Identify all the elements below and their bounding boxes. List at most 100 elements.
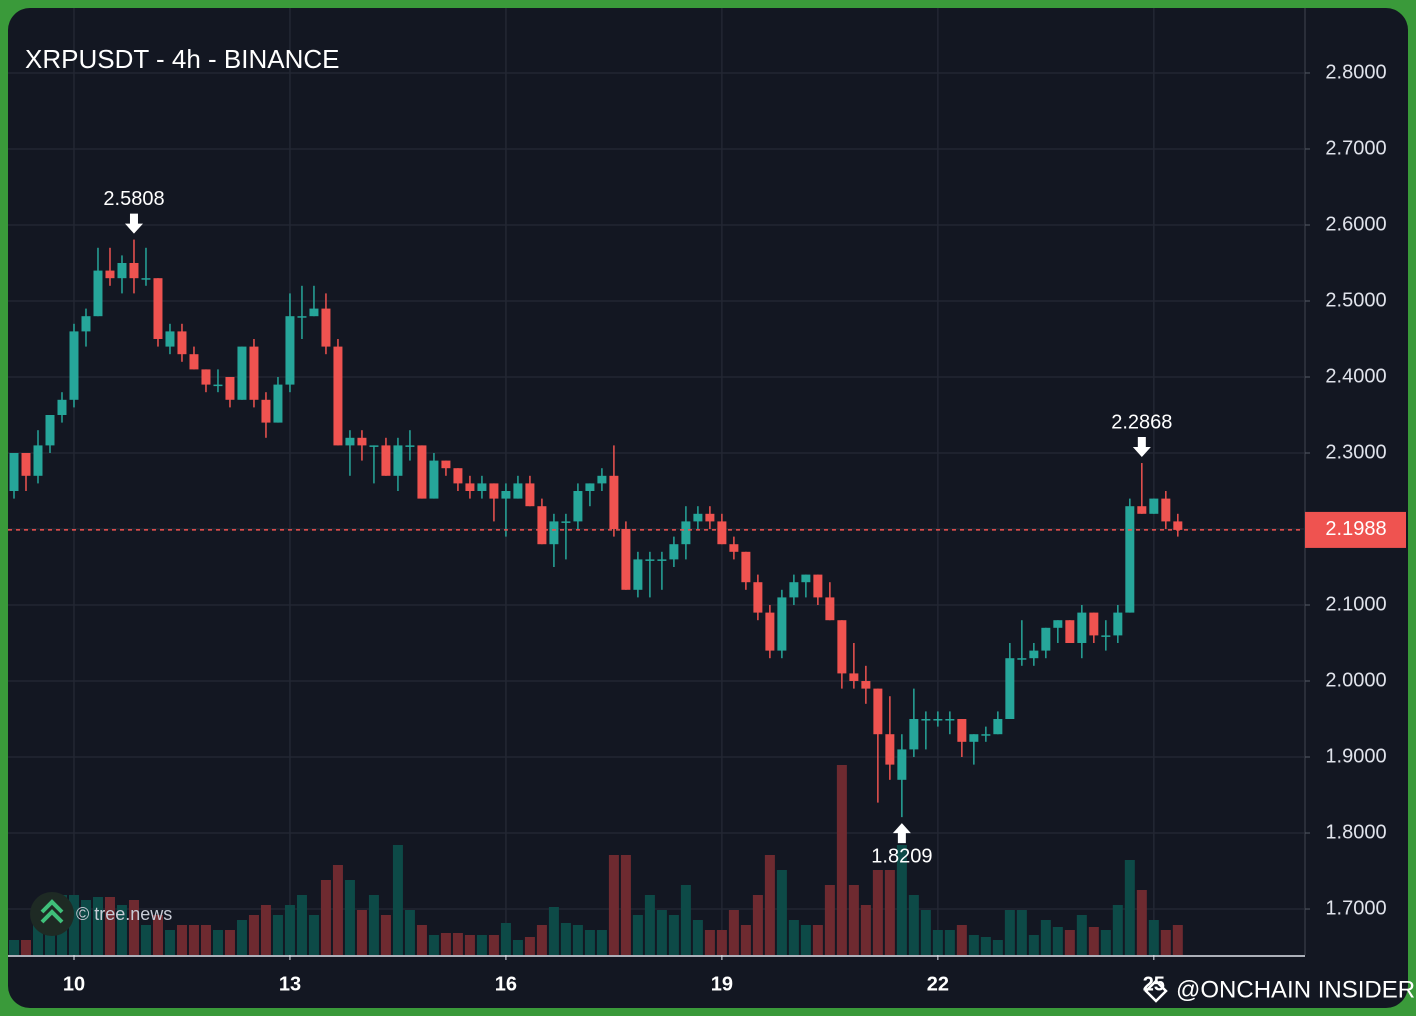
volume-bar	[428, 935, 439, 955]
volume-bar	[272, 915, 283, 955]
candle-body	[249, 346, 259, 400]
volume-bar	[788, 920, 799, 955]
volume-bar	[416, 925, 427, 955]
y-tick-label: 2.1000	[1325, 593, 1386, 615]
candle-body	[165, 331, 175, 347]
volume-bar	[668, 915, 679, 955]
volume-bar	[632, 915, 643, 955]
candle-body	[477, 483, 487, 492]
candle-body	[465, 483, 475, 492]
x-tick-label: 13	[279, 973, 301, 995]
candle-body	[441, 460, 451, 469]
candle-body	[57, 399, 67, 415]
candle-body	[117, 262, 127, 279]
volume-bar	[380, 915, 391, 955]
candle-body	[885, 734, 895, 765]
candle-body	[597, 475, 607, 484]
volume-bar	[584, 930, 595, 955]
candle-body	[237, 346, 247, 400]
candle-body	[1137, 506, 1147, 514]
volume-bar	[572, 925, 583, 955]
volume-bar	[404, 910, 415, 955]
volume-bar	[332, 865, 343, 955]
volume-bar	[164, 930, 175, 955]
volume-bar	[1040, 920, 1051, 955]
volume-bar	[536, 925, 547, 955]
volume-bar	[740, 925, 751, 955]
candle-body	[489, 483, 499, 499]
volume-bar	[8, 940, 19, 955]
y-tick-label: 2.6000	[1325, 213, 1386, 235]
annotation-arrow	[892, 823, 911, 844]
volume-bar	[176, 925, 187, 955]
volume-bar	[1088, 927, 1099, 955]
volume-bar	[560, 923, 571, 955]
volume-bar	[200, 925, 211, 955]
y-tick-label: 1.8000	[1325, 821, 1386, 843]
volume-bar	[956, 925, 967, 955]
volume-bar	[872, 870, 883, 955]
candle-body	[813, 574, 823, 598]
y-tick-label: 2.5000	[1325, 289, 1386, 311]
x-tick-label: 25	[1143, 973, 1165, 995]
volume-bar	[500, 923, 511, 955]
volume-bar	[1016, 910, 1027, 955]
x-tick-label: 22	[927, 973, 949, 995]
volume-bar	[92, 897, 103, 955]
candle-body	[405, 445, 415, 447]
volume-bar	[980, 937, 991, 955]
volume-bar	[104, 897, 115, 955]
candle-body	[537, 506, 547, 545]
volume-bar	[1136, 890, 1147, 955]
volume-bar	[80, 900, 91, 955]
annotation-label: 2.5808	[103, 188, 164, 210]
volume-bar	[776, 870, 787, 955]
candle-body	[453, 468, 463, 484]
candle-body	[921, 719, 931, 721]
candle-body	[717, 521, 727, 545]
candle-body	[81, 316, 91, 332]
candle-body	[561, 521, 571, 523]
candle-body	[681, 521, 691, 545]
candle-body	[969, 734, 979, 742]
candle-body	[33, 445, 43, 476]
candle-body	[1161, 498, 1171, 522]
candle-body	[861, 681, 871, 689]
candle-body	[1089, 612, 1099, 636]
volume-bar	[812, 925, 823, 955]
volume-bar	[1076, 915, 1087, 955]
volume-bar	[608, 855, 619, 955]
candle-body	[417, 445, 427, 499]
volume-bar	[680, 885, 691, 955]
candle-body	[201, 369, 211, 385]
volume-bar	[1112, 905, 1123, 955]
volume-bar	[1004, 910, 1015, 955]
volume-bar	[476, 935, 487, 955]
credit-icon	[1144, 979, 1168, 1003]
candle-body	[753, 582, 763, 613]
volume-bar	[128, 900, 139, 955]
candle-body	[357, 437, 367, 446]
volume-bar	[236, 920, 247, 955]
candle-body	[1005, 658, 1015, 720]
annotation-arrow	[1132, 437, 1151, 458]
candle-body	[345, 437, 355, 446]
volume-bar	[920, 910, 931, 955]
candle-body	[1029, 650, 1039, 659]
candle-body	[225, 376, 235, 400]
candle-body	[1053, 620, 1063, 628]
volume-bar	[656, 910, 667, 955]
volume-bar	[1172, 925, 1183, 955]
volume-bar	[392, 845, 403, 955]
volume-bar	[260, 905, 271, 955]
volume-bar	[644, 895, 655, 955]
volume-bar	[452, 933, 463, 955]
volume-bar	[116, 905, 127, 955]
volume-bar	[1064, 930, 1075, 955]
volume-bar	[596, 930, 607, 955]
volume-bar	[1160, 930, 1171, 955]
candle-body	[957, 719, 967, 742]
volume-bar	[908, 895, 919, 955]
volume-bar	[944, 930, 955, 955]
